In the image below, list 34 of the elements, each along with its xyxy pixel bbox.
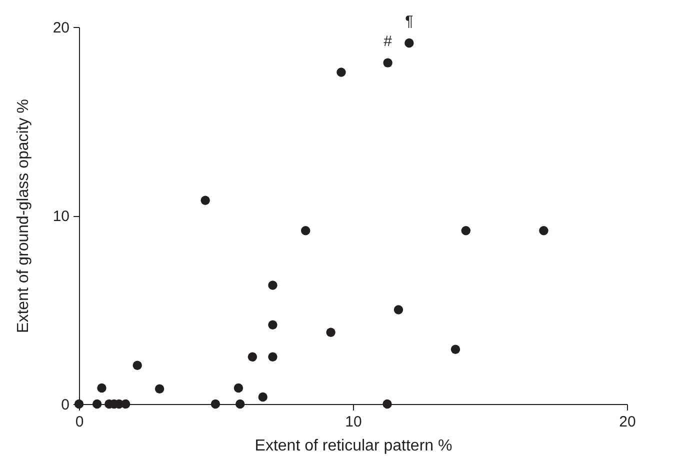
point (336, 68, 346, 77)
point (120, 399, 130, 409)
point (248, 352, 258, 362)
point (154, 384, 164, 394)
point (539, 226, 548, 236)
point (268, 280, 278, 290)
annotation: ¶ (405, 13, 414, 30)
point (92, 399, 102, 409)
y-axis-title: Extent of ground-glass opacity % (14, 99, 32, 333)
point (200, 196, 210, 206)
y-tick-label: 20 (52, 20, 70, 36)
x-tick-label: 10 (345, 414, 362, 430)
y-tick-label: 10 (52, 208, 70, 225)
point (450, 344, 460, 354)
point (300, 226, 310, 236)
x-tick-label: 0 (75, 414, 84, 430)
point (268, 352, 278, 362)
point (97, 383, 106, 393)
x-axis-title: Extent of reticular pattern % (254, 438, 452, 454)
point (268, 320, 278, 330)
point (236, 399, 245, 409)
annotation: # (384, 32, 393, 50)
point (326, 328, 336, 337)
point (404, 38, 414, 48)
point (132, 360, 142, 370)
point (394, 305, 404, 314)
point (382, 399, 392, 409)
point (210, 399, 220, 409)
point (383, 58, 392, 68)
point (461, 226, 470, 236)
point (258, 392, 268, 402)
x-tick-label: 20 (619, 414, 636, 430)
point (234, 383, 244, 393)
y-tick-label: 0 (61, 396, 70, 414)
